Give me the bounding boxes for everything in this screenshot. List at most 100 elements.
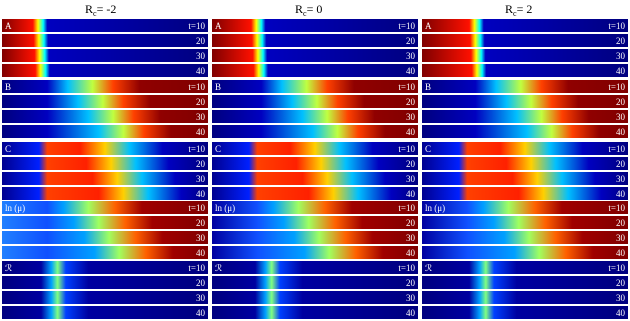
simulation-strip bbox=[212, 125, 418, 138]
header-symbol: R bbox=[505, 2, 513, 16]
time-label: 40 bbox=[196, 66, 206, 76]
time-label: 20 bbox=[196, 278, 206, 288]
header-value: = 0 bbox=[307, 2, 323, 16]
simulation-strip bbox=[2, 34, 208, 47]
time-label: t=10 bbox=[188, 144, 205, 154]
time-label: 40 bbox=[196, 189, 206, 199]
simulation-strip bbox=[422, 49, 628, 62]
time-label: t=10 bbox=[608, 82, 625, 92]
simulation-strip bbox=[212, 80, 418, 93]
simulation-strip bbox=[212, 216, 418, 229]
time-label: 40 bbox=[196, 248, 206, 258]
time-label: 40 bbox=[616, 189, 626, 199]
simulation-strip bbox=[2, 231, 208, 244]
time-label: 30 bbox=[616, 112, 626, 122]
time-label: 20 bbox=[616, 159, 626, 169]
panel-label: ℛ bbox=[215, 263, 222, 273]
time-label: t=10 bbox=[398, 203, 415, 213]
simulation-strip bbox=[212, 110, 418, 123]
time-label: t=10 bbox=[188, 203, 205, 213]
time-label: 20 bbox=[616, 218, 626, 228]
panel-label: ℛ bbox=[5, 263, 12, 273]
simulation-strip bbox=[2, 80, 208, 93]
column-header: Rc= -2 bbox=[85, 2, 116, 18]
simulation-strip bbox=[212, 64, 418, 77]
header-value: = 2 bbox=[517, 2, 533, 16]
time-label: t=10 bbox=[398, 21, 415, 31]
time-label: 30 bbox=[406, 233, 416, 243]
time-label: 20 bbox=[406, 218, 416, 228]
time-label: 40 bbox=[616, 248, 626, 258]
simulation-strip bbox=[212, 49, 418, 62]
time-label: 20 bbox=[196, 218, 206, 228]
panel-label: ln (μ) bbox=[215, 203, 235, 213]
simulation-strip bbox=[2, 19, 208, 32]
time-label: 30 bbox=[616, 174, 626, 184]
simulation-strip bbox=[422, 64, 628, 77]
simulation-strip bbox=[422, 276, 628, 289]
time-label: t=10 bbox=[398, 263, 415, 273]
header-subscript: c bbox=[93, 9, 97, 18]
column-header: Rc= 0 bbox=[295, 2, 322, 18]
time-label: 20 bbox=[616, 36, 626, 46]
header-symbol: R bbox=[295, 2, 303, 16]
simulation-strip bbox=[212, 261, 418, 274]
simulation-strip bbox=[2, 216, 208, 229]
simulation-strip bbox=[212, 246, 418, 259]
panel-label: A bbox=[215, 21, 222, 31]
simulation-strip bbox=[2, 276, 208, 289]
simulation-strip bbox=[422, 157, 628, 170]
simulation-strip bbox=[422, 291, 628, 304]
simulation-strip bbox=[212, 187, 418, 200]
time-label: t=10 bbox=[188, 21, 205, 31]
simulation-strip bbox=[422, 172, 628, 185]
simulation-strip bbox=[2, 187, 208, 200]
simulation-strip bbox=[422, 95, 628, 108]
panel-label: A bbox=[5, 21, 12, 31]
simulation-strip bbox=[422, 34, 628, 47]
column-header: Rc= 2 bbox=[505, 2, 532, 18]
time-label: 40 bbox=[406, 66, 416, 76]
panel-label: C bbox=[215, 144, 221, 154]
time-label: 20 bbox=[196, 97, 206, 107]
simulation-strip bbox=[422, 306, 628, 319]
simulation-strip bbox=[212, 231, 418, 244]
time-label: 30 bbox=[196, 233, 206, 243]
simulation-strip bbox=[422, 110, 628, 123]
simulation-strip bbox=[212, 291, 418, 304]
simulation-strip bbox=[2, 157, 208, 170]
simulation-strip bbox=[212, 95, 418, 108]
time-label: 20 bbox=[406, 36, 416, 46]
time-label: 20 bbox=[616, 278, 626, 288]
simulation-strip bbox=[422, 201, 628, 214]
time-label: 20 bbox=[616, 97, 626, 107]
simulation-strip bbox=[422, 261, 628, 274]
time-label: 20 bbox=[196, 36, 206, 46]
panel-label: B bbox=[215, 82, 221, 92]
time-label: 30 bbox=[196, 174, 206, 184]
time-label: 30 bbox=[406, 51, 416, 61]
simulation-strip bbox=[2, 64, 208, 77]
simulation-strip bbox=[422, 125, 628, 138]
simulation-strip bbox=[212, 142, 418, 155]
time-label: t=10 bbox=[608, 144, 625, 154]
panel-label: ln (μ) bbox=[5, 203, 25, 213]
time-label: t=10 bbox=[608, 263, 625, 273]
time-label: 30 bbox=[406, 112, 416, 122]
time-label: 30 bbox=[196, 112, 206, 122]
simulation-strip bbox=[422, 19, 628, 32]
time-label: t=10 bbox=[608, 203, 625, 213]
simulation-strip bbox=[212, 306, 418, 319]
simulation-strip bbox=[2, 261, 208, 274]
simulation-strip bbox=[2, 291, 208, 304]
simulation-strip bbox=[212, 157, 418, 170]
header-subscript: c bbox=[303, 9, 307, 18]
time-label: 40 bbox=[406, 308, 416, 318]
simulation-strip bbox=[2, 95, 208, 108]
simulation-strip bbox=[2, 246, 208, 259]
panel-label: B bbox=[425, 82, 431, 92]
simulation-strip bbox=[212, 172, 418, 185]
simulation-strip bbox=[422, 80, 628, 93]
time-label: 30 bbox=[616, 293, 626, 303]
time-label: 40 bbox=[616, 127, 626, 137]
